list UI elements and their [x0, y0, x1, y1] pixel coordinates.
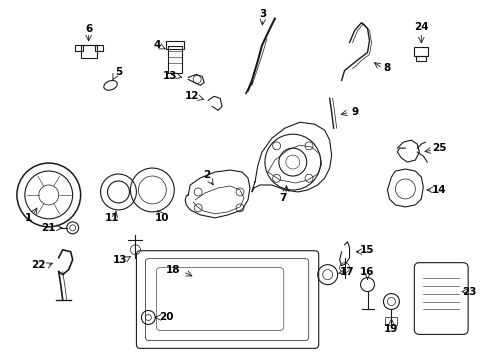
Text: 18: 18 [166, 265, 180, 275]
Text: 7: 7 [279, 193, 286, 203]
Bar [75, 45, 82, 51]
Text: 13: 13 [113, 255, 127, 265]
Text: 5: 5 [115, 67, 122, 77]
Text: 4: 4 [153, 40, 161, 50]
Text: 23: 23 [461, 287, 475, 297]
Text: 17: 17 [340, 267, 354, 276]
Bar [413, 46, 427, 57]
Text: 2: 2 [203, 170, 210, 180]
Text: 9: 9 [350, 107, 357, 117]
Text: 12: 12 [184, 91, 199, 101]
Text: 3: 3 [259, 9, 266, 19]
Bar [415, 57, 426, 62]
Text: 14: 14 [431, 185, 446, 195]
Text: 21: 21 [41, 223, 56, 233]
Text: 22: 22 [32, 260, 46, 270]
Text: 1: 1 [25, 213, 32, 223]
Bar [81, 45, 96, 58]
Text: 13: 13 [163, 71, 177, 81]
Text: 6: 6 [85, 24, 92, 33]
Text: 16: 16 [360, 267, 374, 276]
Text: 25: 25 [431, 143, 446, 153]
Text: 10: 10 [155, 213, 169, 223]
Bar [385, 318, 397, 325]
Text: 19: 19 [384, 324, 398, 334]
Text: 15: 15 [360, 245, 374, 255]
Bar [166, 41, 184, 49]
Text: 11: 11 [105, 213, 120, 223]
Bar [168, 45, 182, 73]
Text: 24: 24 [413, 22, 428, 32]
Text: 8: 8 [383, 63, 390, 73]
Bar [94, 45, 102, 51]
Text: 20: 20 [159, 312, 173, 323]
